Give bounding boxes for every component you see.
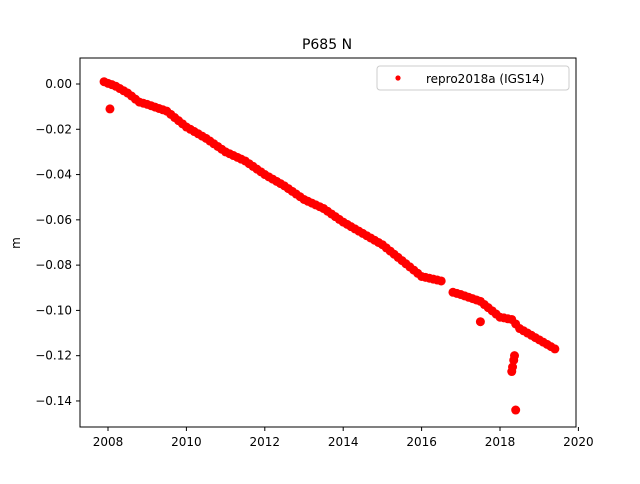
x-tick-label: 2020 [563, 435, 594, 449]
x-tick-label: 2018 [485, 435, 516, 449]
plot-frame [79, 57, 577, 428]
y-tick-label: −0.10 [35, 303, 72, 317]
data-point [510, 351, 520, 361]
data-point [550, 344, 560, 354]
legend-marker [395, 75, 401, 81]
y-tick-label: −0.14 [35, 394, 72, 408]
data-point [105, 104, 115, 114]
chart-title: P685 N [302, 37, 352, 53]
legend-box [376, 65, 570, 91]
y-axis-label: m [9, 237, 23, 249]
series-points [99, 77, 560, 415]
x-tick-label: 2014 [328, 435, 359, 449]
x-tick-label: 2012 [250, 435, 281, 449]
data-point [508, 362, 518, 372]
x-tick-label: 2016 [406, 435, 437, 449]
y-tick-label: −0.02 [35, 122, 72, 136]
y-axis: 0.00 −0.02 −0.04 −0.06 −0.08 −0.10 −0.12 −0.14 [35, 77, 80, 408]
data-point [436, 276, 446, 286]
data-point [475, 317, 485, 327]
legend-label: repro2018a (IGS14) [426, 72, 544, 86]
x-tick-label: 2008 [93, 435, 124, 449]
y-tick-label: 0.00 [45, 77, 72, 91]
x-tick-label: 2010 [171, 435, 202, 449]
y-tick-label: −0.08 [35, 258, 72, 272]
legend: repro2018a (IGS14) [376, 65, 570, 91]
y-tick-label: −0.06 [35, 213, 72, 227]
y-tick-label: −0.04 [35, 168, 72, 182]
y-tick-label: −0.12 [35, 349, 72, 363]
x-axis: 2008 2010 2012 2014 2016 2018 2020 [93, 427, 594, 449]
data-point [511, 405, 521, 415]
